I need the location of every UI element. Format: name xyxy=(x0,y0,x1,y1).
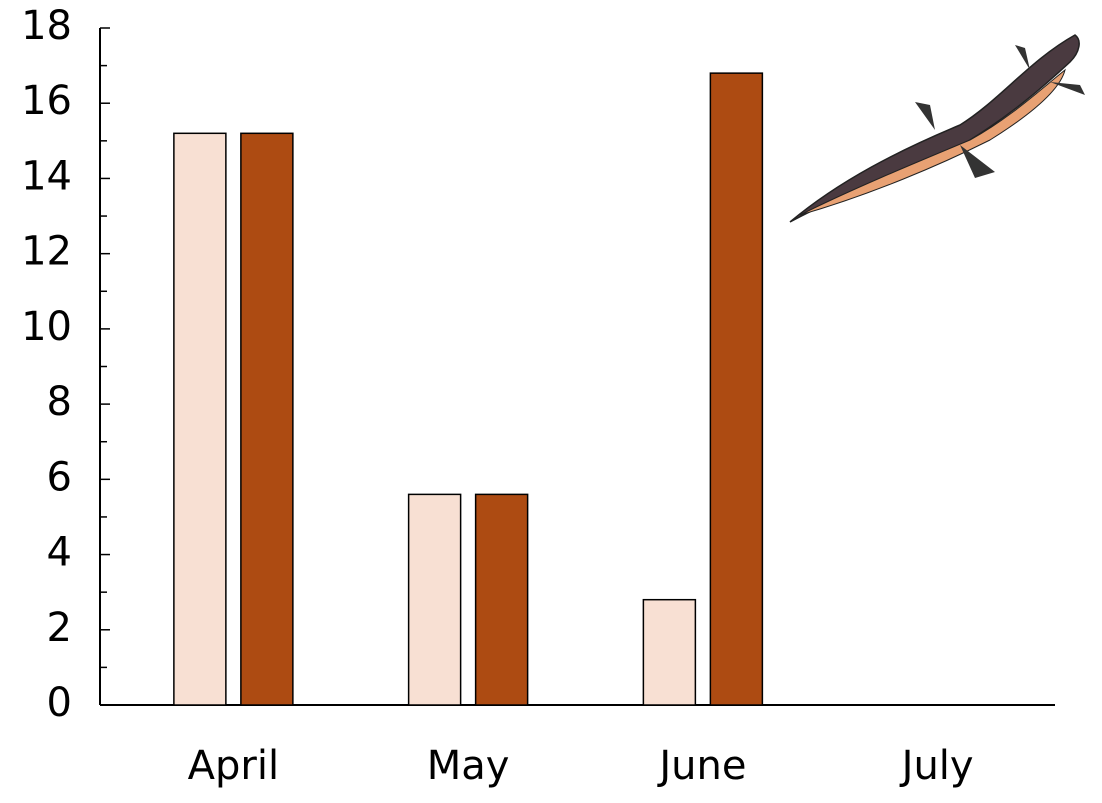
salamander-illustration xyxy=(790,35,1085,222)
bar xyxy=(710,73,762,705)
x-tick-label: June xyxy=(656,743,746,789)
y-tick-label: 4 xyxy=(47,530,72,576)
y-tick-label: 6 xyxy=(47,454,72,500)
y-tick-label: 2 xyxy=(47,605,72,651)
y-tick-label: 16 xyxy=(21,78,72,124)
bar xyxy=(476,494,528,705)
y-tick-label: 0 xyxy=(47,680,72,726)
bar xyxy=(409,494,461,705)
x-tick-label: July xyxy=(899,743,974,789)
y-tick-label: 18 xyxy=(21,3,72,49)
bar xyxy=(643,600,695,705)
y-tick-label: 8 xyxy=(47,379,72,425)
y-tick-label: 14 xyxy=(21,153,72,199)
y-tick-label: 12 xyxy=(21,229,72,275)
x-tick-label: May xyxy=(427,743,510,789)
bar xyxy=(174,133,226,705)
bar xyxy=(241,133,293,705)
x-tick-label: April xyxy=(188,743,279,789)
chart: 0 2 4 6 8 10 12 14 16 18 April May June July xyxy=(0,0,1102,799)
y-tick-label: 10 xyxy=(21,304,72,350)
